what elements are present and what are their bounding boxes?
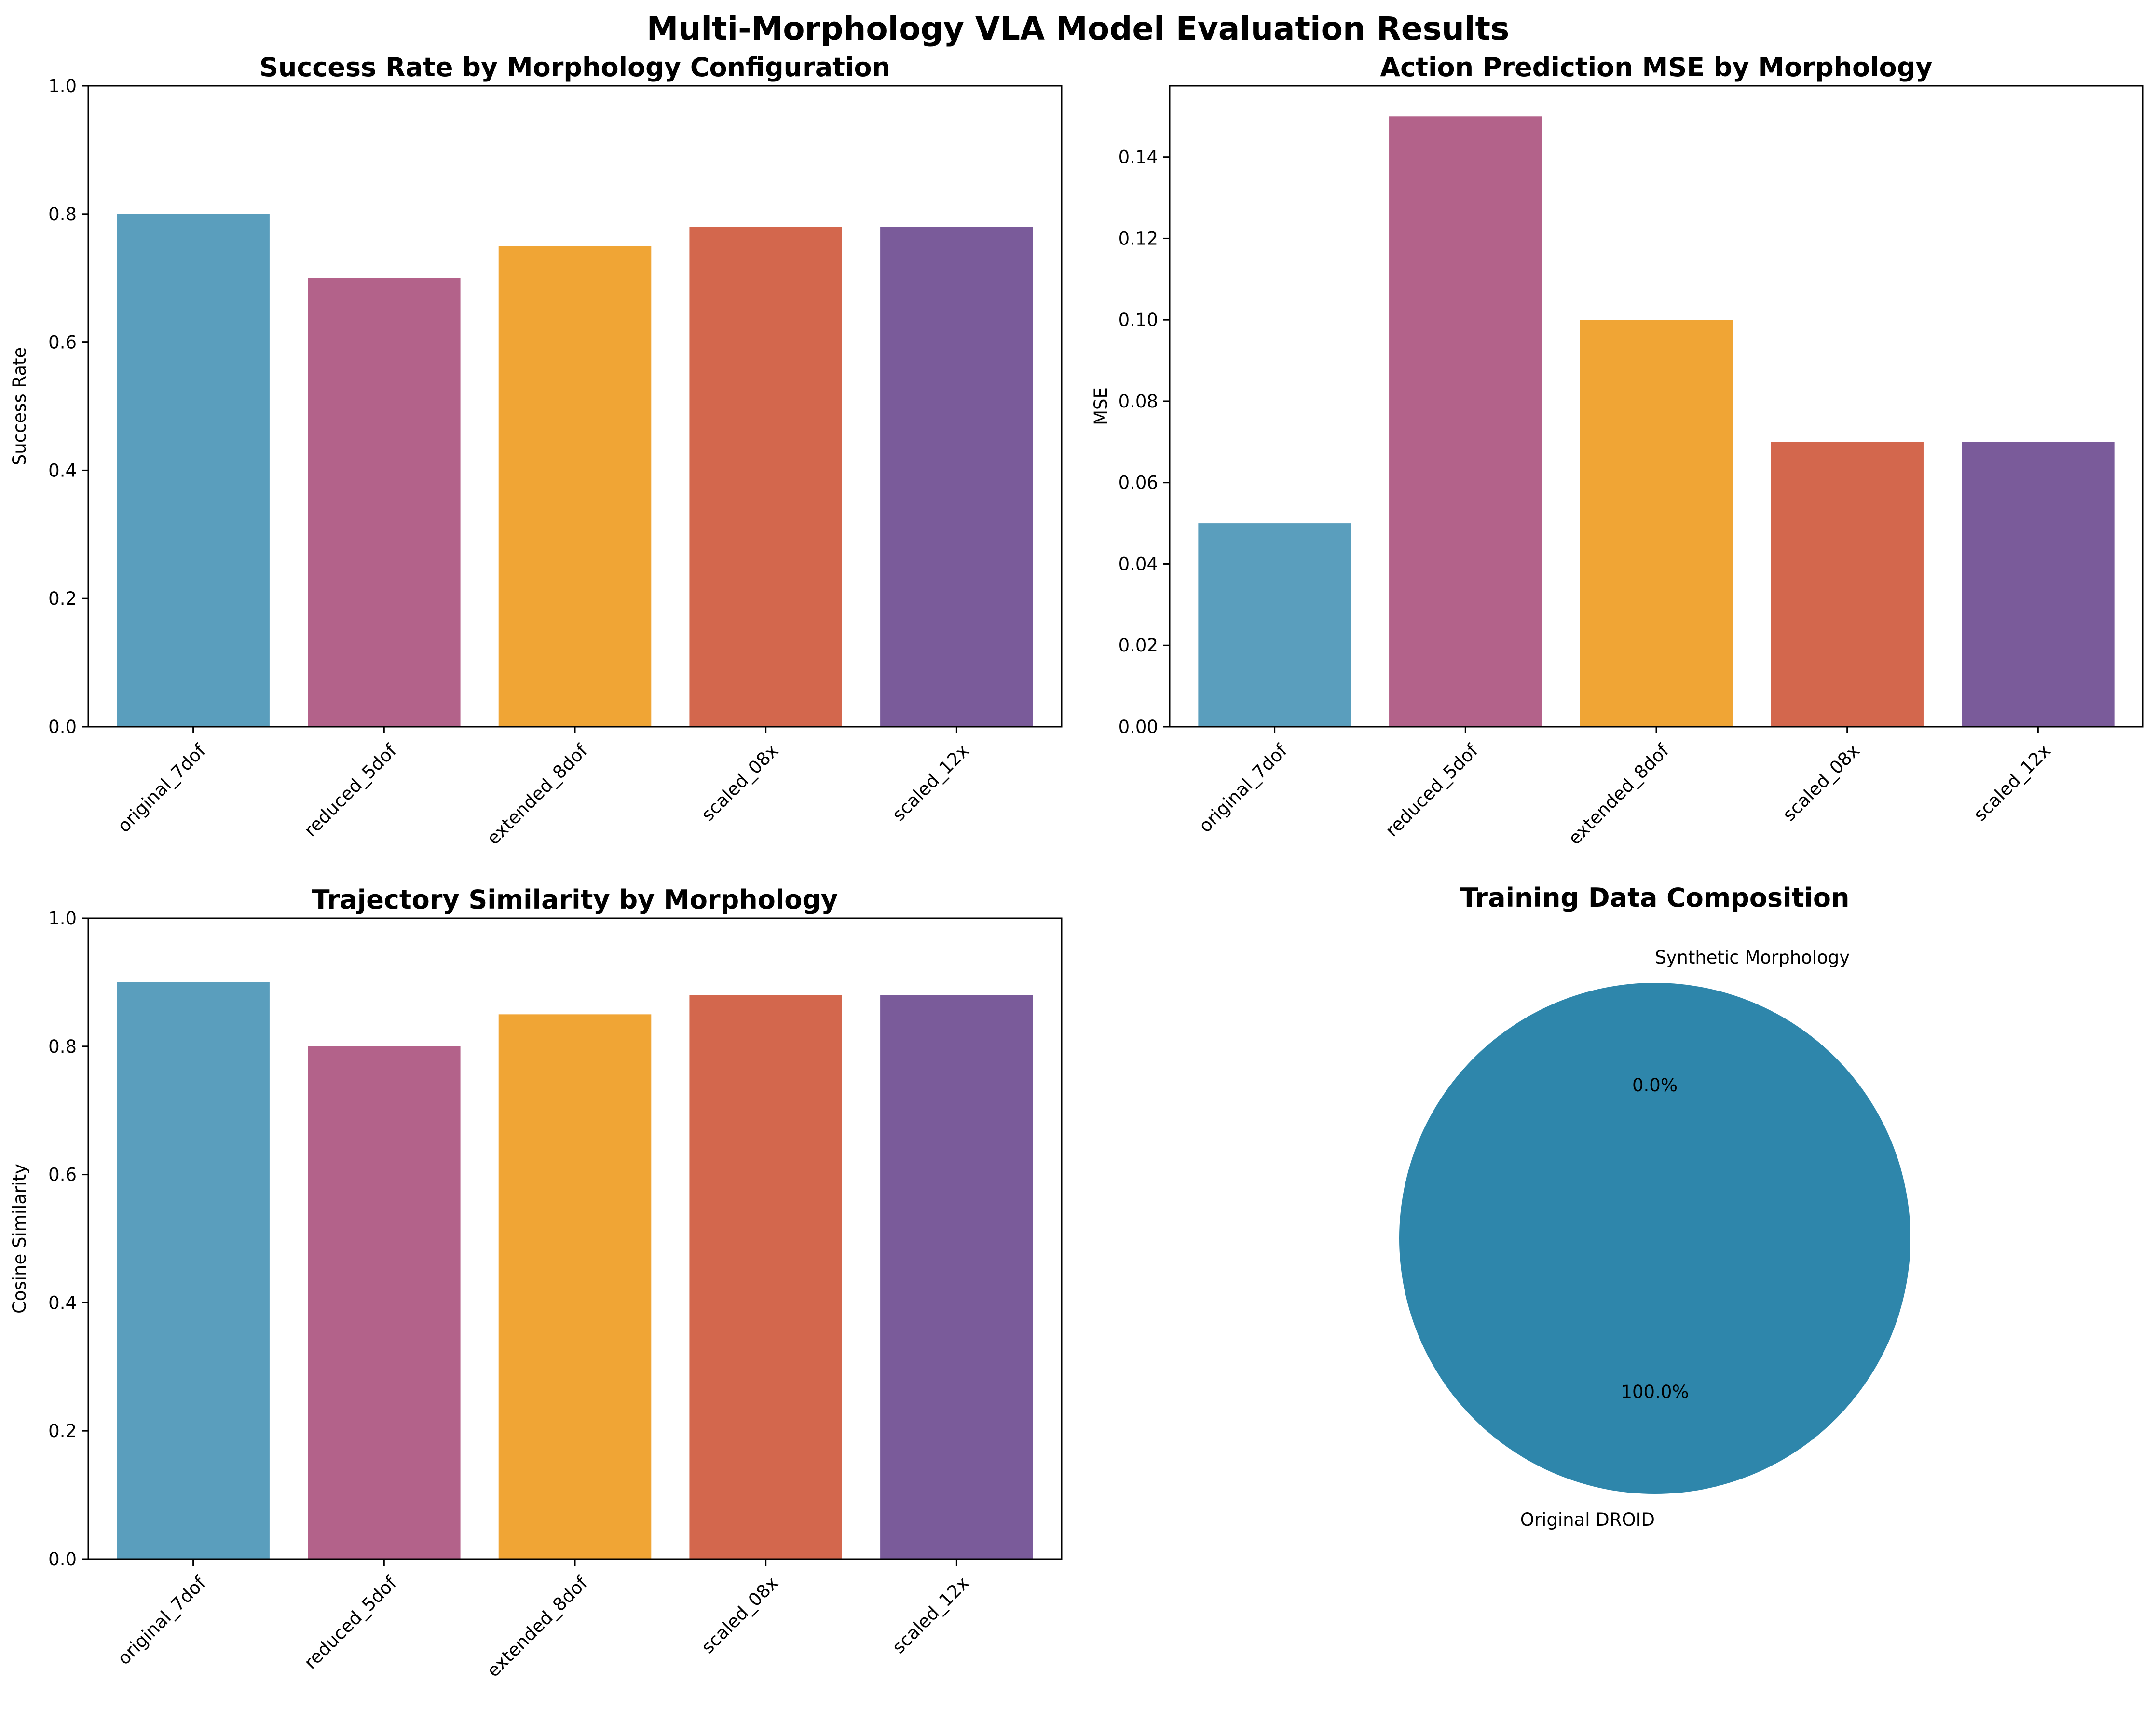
x-tick-label: scaled_08x <box>697 740 782 825</box>
pie-pct-label: 0.0% <box>1632 1075 1678 1096</box>
bar-reduced_5dof <box>1389 116 1542 727</box>
x-tick-label: reduced_5dof <box>300 740 401 841</box>
y-tick-label: 0.0 <box>48 1549 77 1570</box>
panel-title: Trajectory Similarity by Morphology <box>312 884 838 915</box>
pie-panel: Original DROID 100.0% Synthetic Morphology… <box>1399 882 1910 1530</box>
y-tick-label: 0.0 <box>48 717 77 737</box>
y-tick-label: 0.00 <box>1119 717 1158 737</box>
x-tick-label: scaled_08x <box>1779 740 1864 825</box>
x-tick-label: reduced_5dof <box>1381 740 1482 841</box>
x-tick-label: original_7dof <box>113 740 210 836</box>
bar-panel-1: 0.0 0.2 0.4 0.6 0.8 1.0 original_7dof reduced_5… <box>9 52 1063 849</box>
y-axis-label: Cosine Similarity <box>9 1164 30 1314</box>
bar-scaled_12x <box>880 995 1033 1559</box>
y-tick-label: 0.14 <box>1119 147 1158 168</box>
figure-suptitle: Multi-Morphology VLA Model Evaluation Re… <box>647 10 1510 47</box>
panel-title: Training Data Composition <box>1460 882 1850 913</box>
y-tick-label: 0.02 <box>1119 635 1158 656</box>
bar-panel-2: 0.00 0.02 0.04 0.06 0.08 0.10 0.12 0.14 original… <box>1091 52 2144 849</box>
y-tick-label: 0.08 <box>1119 391 1158 412</box>
panel-title: Action Prediction MSE by Morphology <box>1380 52 1932 82</box>
y-tick-label: 1.0 <box>48 76 77 96</box>
x-tick-label: scaled_12x <box>888 1573 973 1657</box>
x-tick-label: scaled_12x <box>888 740 973 825</box>
y-axis-label: MSE <box>1091 387 1111 425</box>
bar-original_7dof <box>117 214 270 727</box>
y-tick-label: 0.6 <box>48 332 77 353</box>
x-tick-label: reduced_5dof <box>300 1572 401 1673</box>
y-axis-label: Success Rate <box>9 347 30 466</box>
x-tick-label: extended_8dof <box>483 740 592 849</box>
bar-extended_8dof <box>1580 320 1733 727</box>
bar-extended_8dof <box>498 1014 652 1559</box>
bar-scaled_12x <box>1962 442 2115 727</box>
bar-scaled_08x <box>689 995 842 1559</box>
y-tick-label: 1.0 <box>48 908 77 929</box>
y-tick-label: 0.2 <box>48 1421 77 1441</box>
bar-extended_8dof <box>498 246 652 727</box>
bar-scaled_08x <box>689 227 842 727</box>
x-tick-label: extended_8dof <box>1564 740 1673 849</box>
x-tick-label: original_7dof <box>113 1572 210 1669</box>
bar-original_7dof <box>1198 523 1351 727</box>
bar-scaled_12x <box>880 227 1033 727</box>
y-tick-label: 0.2 <box>48 588 77 609</box>
y-tick-label: 0.4 <box>48 1292 77 1313</box>
pie-label: Synthetic Morphology <box>1655 947 1850 968</box>
bar-reduced_5dof <box>308 278 461 727</box>
y-tick-label: 0.4 <box>48 460 77 481</box>
x-tick-label: original_7dof <box>1195 740 1291 836</box>
pie-label: Original DROID <box>1520 1509 1655 1530</box>
bar-panel-3: 0.0 0.2 0.4 0.6 0.8 1.0 original_7dof reduced_5… <box>9 884 1063 1681</box>
y-tick-label: 0.8 <box>48 204 77 225</box>
panel-title: Success Rate by Morphology Configuration <box>259 52 890 82</box>
y-tick-label: 0.04 <box>1119 554 1158 574</box>
y-tick-label: 0.6 <box>48 1165 77 1185</box>
bar-scaled_08x <box>1771 442 1924 727</box>
y-tick-label: 0.12 <box>1119 228 1158 249</box>
pie-slice-Original DROID <box>1399 983 1910 1494</box>
y-tick-label: 0.10 <box>1119 310 1158 330</box>
x-tick-label: extended_8dof <box>483 1572 592 1681</box>
bar-original_7dof <box>117 982 270 1559</box>
y-tick-label: 0.06 <box>1119 473 1158 493</box>
x-tick-label: scaled_12x <box>1969 740 2054 825</box>
y-tick-label: 0.8 <box>48 1036 77 1057</box>
bar-reduced_5dof <box>308 1046 461 1559</box>
pie-pct-label: 100.0% <box>1621 1382 1689 1402</box>
x-tick-label: scaled_08x <box>697 1573 782 1657</box>
